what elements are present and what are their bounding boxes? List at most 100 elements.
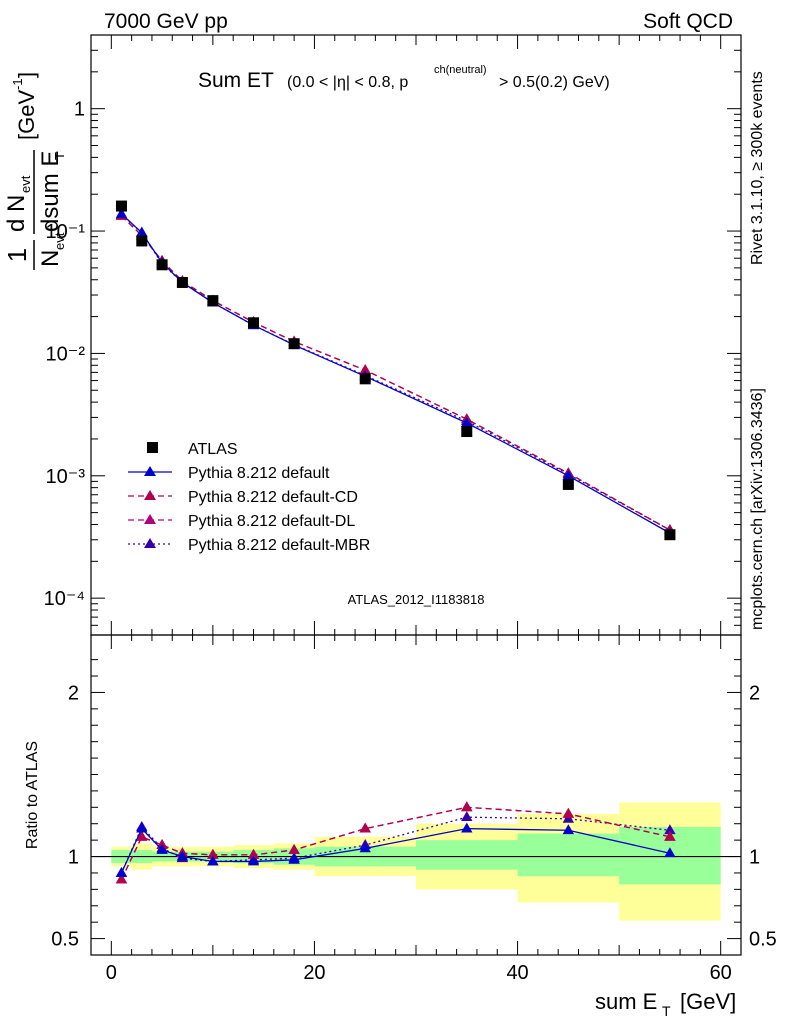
main-series-marker (359, 364, 371, 375)
legend-label: ATLAS (188, 441, 238, 458)
atlas-data-point (156, 259, 168, 271)
legend-label: Pythia 8.212 default (188, 465, 330, 482)
ratio-series-marker (136, 830, 148, 841)
main-y-tick-label: 10⁻³ (46, 466, 86, 488)
ratio-y-tick-label-left: 0.5 (51, 929, 79, 951)
atlas-data-point (288, 338, 300, 350)
xlabel-sub: T (662, 1003, 671, 1019)
atlas-data-point (461, 426, 473, 438)
ylabel-one: 1 (2, 248, 32, 262)
legend-marker-atlas (147, 442, 158, 453)
ratio-series-marker (136, 822, 148, 833)
header-left: 7000 GeV pp (104, 10, 228, 33)
main-series-line (121, 215, 671, 531)
main-series-marker (562, 469, 575, 480)
x-tick-label: 20 (303, 962, 325, 984)
ylabel-n: N (37, 250, 64, 267)
ratio-series-marker (207, 855, 219, 866)
legend: ATLAS Pythia 8.212 default Pythia 8.212 de… (128, 441, 370, 554)
plot-title-main: Sum ET (198, 69, 274, 92)
main-series-marker (136, 226, 148, 237)
ratio-series-marker (359, 822, 371, 833)
legend-marker (144, 538, 156, 548)
main-series-line (121, 215, 671, 531)
main-series-marker (461, 417, 473, 427)
main-y-tick-label: 10⁻¹ (46, 221, 86, 243)
mcplots-label: mcplots.cern.ch [arXiv:1306.3436] (749, 388, 766, 630)
atlas-data-point (562, 478, 574, 490)
ylabel-dn: d N (3, 195, 30, 232)
ratio-series-marker (115, 866, 128, 877)
atlas-data-point (248, 317, 259, 329)
ratio-bands (91, 802, 741, 921)
legend-label: Pythia 8.212 default-DL (188, 513, 355, 530)
main-y-axis-label: 1 N evt d N evt dsum E T [GeV -1 ] (2, 72, 67, 270)
ratio-series-marker (562, 807, 575, 818)
atlas-data-point (207, 295, 219, 307)
atlas-data-point (176, 276, 188, 288)
series-layer (115, 200, 676, 884)
atlas-data-point (136, 235, 148, 247)
ratio-y-tick-label-right: 0.5 (749, 929, 777, 951)
main-series-line (121, 214, 671, 531)
ratio-series-marker (115, 873, 128, 884)
x-tick-label: 60 (710, 962, 732, 984)
main-y-tick-label: 10⁻² (46, 343, 86, 365)
legend-label: Pythia 8.212 default-CD (188, 489, 358, 506)
main-y-tick-label: 10⁻⁴ (44, 588, 85, 610)
ratio-band-green (517, 833, 620, 877)
ratio-series-marker (562, 824, 575, 835)
ratio-series-marker (207, 848, 219, 859)
atlas-data-point (359, 373, 371, 385)
legend-marker (144, 514, 156, 524)
ratio-series-marker (664, 847, 676, 858)
ratio-y-tick-label-right: 2 (749, 682, 760, 704)
atlas-data-point (115, 200, 127, 212)
ratio-series-marker (288, 853, 300, 864)
ylabel-unit-close: ] (14, 72, 39, 78)
ratio-series-marker (664, 824, 676, 835)
ratio-y-tick-label-right: 1 (749, 847, 760, 869)
plot-title-cond-a: (0.0 < |η| < 0.8, p (287, 74, 408, 91)
header-right: Soft QCD (643, 10, 733, 33)
plot-title-cond-b: > 0.5(0.2) GeV) (499, 74, 610, 91)
ratio-series-marker (156, 843, 168, 854)
ratio-y-axis-label: Ratio to ATLAS (24, 741, 41, 849)
legend-marker (144, 466, 156, 476)
ratio-y-tick-label-left: 1 (68, 847, 79, 869)
ratio-series-marker (359, 842, 371, 853)
ratio-series-marker (461, 811, 473, 822)
analysis-tag: ATLAS_2012_I1183818 (348, 592, 485, 607)
ratio-band-green (416, 840, 518, 870)
ylabel-evt: evt (52, 232, 67, 250)
plot-title-cond-sup: ch(neutral) (434, 64, 487, 76)
ylabel-evt-2: evt (18, 175, 33, 193)
ylabel-unit: [GeV (14, 90, 39, 140)
ratio-series-marker (288, 843, 300, 854)
plot-title: Sum ET (0.0 < |η| < 0.8, p ch(neutral) >… (198, 64, 610, 92)
ratio-series-marker (247, 855, 260, 866)
main-series-marker (115, 207, 128, 218)
ratio-series-marker (461, 822, 473, 833)
main-y-tick-label: 1 (74, 99, 85, 121)
ratio-series-marker (247, 848, 260, 859)
ratio-series-marker (176, 850, 189, 861)
axis-ticks: 10⁻⁴10⁻³10⁻²10⁻¹10.5 0.51 12 20 20 40 60 (44, 34, 777, 984)
x-axis-label: sum E T [GeV] (595, 989, 736, 1019)
xlabel-unit: [GeV] (680, 989, 736, 1014)
atlas-data-point (664, 529, 676, 541)
ratio-series-marker (664, 830, 676, 841)
ylabel-t: T (52, 152, 67, 160)
ratio-series-marker (461, 801, 473, 812)
x-tick-label: 40 (506, 962, 528, 984)
legend-marker (144, 490, 156, 500)
rivet-label: Rivet 3.1.10, ≥ 300k events (749, 71, 766, 265)
ylabel-dsum: dsum E (37, 151, 64, 232)
ylabel-unit-sup: -1 (10, 78, 25, 90)
ratio-y-tick-label-left: 2 (68, 682, 79, 704)
xlabel-main: sum E (595, 989, 657, 1014)
x-tick-label: 0 (106, 962, 117, 984)
legend-label: Pythia 8.212 default-MBR (188, 537, 370, 554)
ratio-series-line (120, 816, 670, 874)
